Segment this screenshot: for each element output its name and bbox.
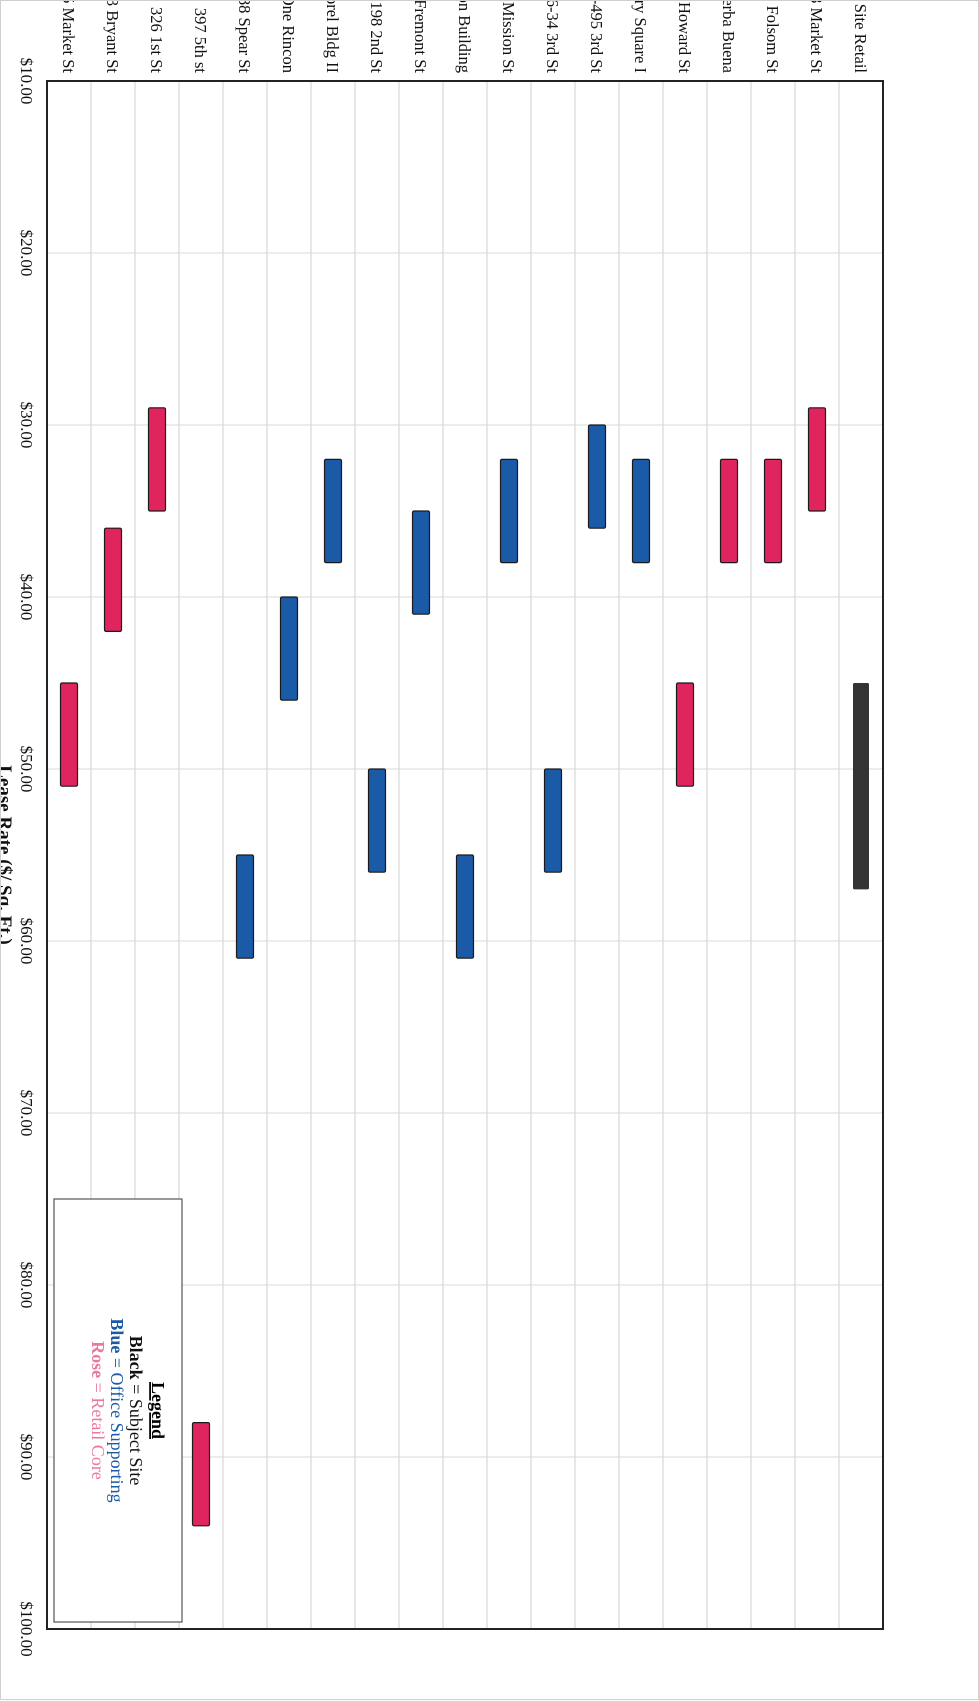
x-tick-label: $70.00 [17, 1090, 36, 1137]
retail-range-bar [191, 1421, 211, 1527]
grid [47, 80, 883, 1630]
legend-entry-subject: Black = Subject Site [126, 1336, 146, 1486]
retail-range-bar [719, 458, 739, 564]
category-label: 473 Bryant St [103, 1, 122, 73]
x-tick-label: $80.00 [17, 1262, 36, 1309]
x-tick-label: $40.00 [17, 574, 36, 621]
category-label: 571 Howard St [675, 1, 694, 73]
legend-title: Legend [148, 1382, 168, 1439]
x-tick-label: $20.00 [17, 230, 36, 277]
retail-range-bar [59, 682, 79, 787]
office-range-bar [543, 768, 563, 873]
subject-range-bar [853, 683, 869, 890]
category-label: 26-34 3rd St [543, 1, 562, 73]
legend-box [53, 1198, 183, 1623]
office-range-bar [411, 510, 431, 615]
x-tick-label: $90.00 [17, 1434, 36, 1481]
category-label: 326 1st St [147, 7, 166, 73]
office-range-bar [631, 458, 651, 564]
category-label: Foundry Square I [631, 1, 650, 73]
office-range-bar [367, 768, 387, 873]
category-label: 493-495 3rd St [587, 1, 606, 73]
category-label: 188 Spear St [235, 1, 254, 73]
retail-range-bar [807, 407, 827, 512]
office-range-bar [455, 854, 475, 959]
category-label: The Shops @ Yerba Buena [719, 1, 738, 74]
category-label: 611-615 Mission St [499, 1, 518, 73]
x-tick-label: $100.00 [17, 1601, 36, 1656]
category-label: The Pelton Building [455, 1, 474, 73]
category-label: 397 5th st [191, 8, 210, 74]
x-tick-labels: $10.00 $20.00 $30.00 $40.00 $50.00 $60.00 $70.… [17, 58, 36, 1657]
legend-entry-retail: Rose = Retail Core [88, 1341, 108, 1480]
plot-area-frame [46, 80, 884, 1630]
office-range-bar [279, 596, 299, 701]
retail-range-bar [763, 458, 783, 564]
x-tick-label: $60.00 [17, 918, 36, 965]
category-label: 725-727 Folsom St [763, 1, 782, 73]
x-tick-label: $10.00 [17, 58, 36, 105]
category-labels: Subject Site Retail 711-713 Market St 725-… [59, 1, 870, 74]
category-label: 711-713 Market St [807, 1, 826, 73]
office-range-bar [323, 458, 343, 564]
category-label: 182-198 2nd St [367, 1, 386, 73]
x-tick-label: $50.00 [17, 746, 36, 793]
range-bars [59, 407, 869, 1527]
category-label: Borel Bldg II [323, 1, 342, 73]
x-tick-label: $30.00 [17, 402, 36, 449]
office-range-bar [499, 458, 519, 564]
category-label: 581-585 Market St [59, 1, 78, 73]
retail-range-bar [147, 407, 167, 512]
category-label: One Rincon [279, 1, 298, 73]
retail-range-bar [675, 682, 695, 787]
category-label: 50 Fremont St [411, 1, 430, 73]
category-label: Subject Site Retail [851, 1, 870, 73]
office-range-bar [235, 854, 255, 959]
retail-range-bar [103, 527, 123, 633]
legend-entry-office: Blue = Office Supporting [107, 1318, 127, 1502]
x-axis-title: Lease Rate ($/ Sq. Ft.) [1, 765, 15, 944]
office-range-bar [587, 424, 607, 529]
